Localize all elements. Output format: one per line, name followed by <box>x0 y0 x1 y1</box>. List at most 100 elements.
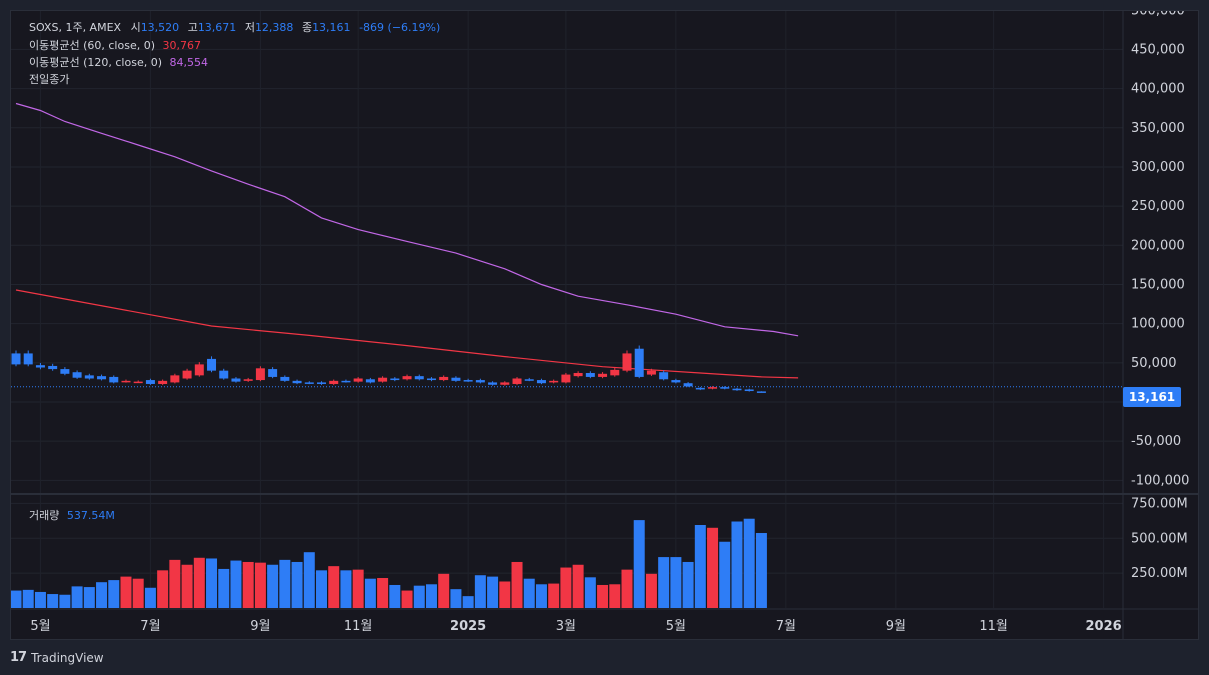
volume-bar <box>645 573 657 608</box>
volume-bar <box>694 524 706 608</box>
candle-body <box>280 376 290 381</box>
volume-bar <box>83 587 95 608</box>
candle-body <box>48 365 58 370</box>
candle-body <box>23 353 33 365</box>
candle-body <box>488 382 498 385</box>
volume-bar <box>548 583 560 608</box>
volume-tick-label: 750.00M <box>1131 496 1188 511</box>
price-tick-label: 150,000 <box>1131 277 1185 292</box>
candle-body <box>60 369 70 374</box>
candle-body <box>194 364 204 376</box>
ma120-label: 이동평균선 (120, close, 0) <box>29 56 162 69</box>
volume-bar <box>597 584 609 608</box>
candle-body <box>573 373 583 377</box>
close-value: 13,161 <box>312 21 351 34</box>
candle-body <box>695 387 705 390</box>
volume-bar <box>181 564 193 608</box>
volume-bar <box>267 564 279 608</box>
time-tick-label: 5월 <box>666 619 686 634</box>
volume-bar <box>560 567 572 608</box>
volume-bar <box>279 559 291 608</box>
volume-bar <box>316 570 327 608</box>
volume-bar <box>743 518 755 608</box>
candle-body <box>549 380 559 383</box>
volume-bar <box>658 557 670 608</box>
candle-body <box>756 391 766 393</box>
prev-close-label: 전일종가 <box>29 73 70 86</box>
volume-bar <box>682 561 694 608</box>
candle-body <box>585 373 595 377</box>
volume-bar <box>474 575 486 608</box>
low-label: 저 <box>244 21 255 34</box>
volume-bar <box>22 589 34 608</box>
volume-bar <box>377 578 389 608</box>
candle-body <box>182 370 192 379</box>
time-tick-label: 7월 <box>776 619 796 634</box>
volume-legend[interactable]: 거래량 537.54M <box>29 507 115 523</box>
change-value: -869 (−6.19%) <box>359 21 441 34</box>
volume-bar <box>352 569 364 608</box>
open-label: 시 <box>130 21 141 34</box>
volume-bar <box>193 557 205 608</box>
symbol-line: SOXS, 1주, AMEX <box>29 21 122 34</box>
time-tick-label: 9월 <box>886 619 906 634</box>
candle-body <box>207 358 217 371</box>
volume-bar <box>206 558 218 608</box>
time-tick-label: 11월 <box>344 619 373 634</box>
candle-body <box>72 372 82 378</box>
price-tick-label: 300,000 <box>1131 160 1185 175</box>
candle-body <box>512 378 522 384</box>
volume-bar <box>59 594 71 608</box>
candle-body <box>610 369 620 376</box>
ma60-legend[interactable]: 이동평균선 (60, close, 0) 30,767 <box>29 37 201 53</box>
candle-body <box>292 380 302 384</box>
tradingview-brand[interactable]: 17 TradingView <box>10 650 104 665</box>
volume-bar <box>621 569 633 608</box>
prev-close-legend[interactable]: 전일종가 <box>29 71 69 87</box>
ma60-value: 30,767 <box>162 39 202 52</box>
price-tick-label: 50,000 <box>1131 356 1177 371</box>
time-tick-label: 7월 <box>140 619 160 634</box>
candle-body <box>439 376 449 381</box>
candle-body <box>500 382 510 385</box>
candle-body <box>365 379 375 383</box>
candle-body <box>732 388 742 391</box>
candle-body <box>231 378 241 382</box>
candle-body <box>598 373 608 377</box>
volume-bar <box>144 587 156 608</box>
volume-bar <box>242 561 254 608</box>
volume-bar <box>487 576 499 608</box>
candle-body <box>744 389 754 392</box>
volume-bar <box>34 591 46 608</box>
candle-body <box>243 379 253 381</box>
volume-bar <box>340 570 352 608</box>
candle-body <box>11 353 21 365</box>
volume-bar <box>670 557 682 608</box>
volume-bar <box>438 573 450 608</box>
price-tick-label: 400,000 <box>1131 82 1185 97</box>
volume-bar <box>303 552 315 608</box>
volume-bar <box>523 578 535 608</box>
volume-bar <box>328 566 340 608</box>
candle-body <box>329 380 339 384</box>
volume-bar <box>719 541 731 608</box>
volume-bar <box>633 520 645 608</box>
price-tick-label: 350,000 <box>1131 121 1185 136</box>
ma60-line <box>15 289 799 379</box>
volume-bar <box>169 559 181 608</box>
candle-body <box>463 380 473 382</box>
ma120-legend[interactable]: 이동평균선 (120, close, 0) 84,554 <box>29 54 208 70</box>
open-value: 13,520 <box>140 21 180 34</box>
candle-body <box>133 381 143 384</box>
candle-body <box>84 375 94 379</box>
candle-body <box>158 380 168 384</box>
volume-bar <box>218 568 230 608</box>
volume-bar <box>108 580 120 608</box>
price-tick-label: -100,000 <box>1131 473 1189 488</box>
chart-area[interactable]: 500,000 450,000 400,000 350,000 300,000 250,0… <box>10 10 1199 640</box>
volume-bar <box>413 585 425 608</box>
chart-canvas[interactable]: 500,000 450,000 400,000 350,000 300,000 250,0… <box>11 11 1198 639</box>
volume-bar <box>157 570 169 608</box>
volume-tick-label: 500.00M <box>1131 531 1188 546</box>
tradingview-logo-icon: 17 <box>10 650 27 665</box>
